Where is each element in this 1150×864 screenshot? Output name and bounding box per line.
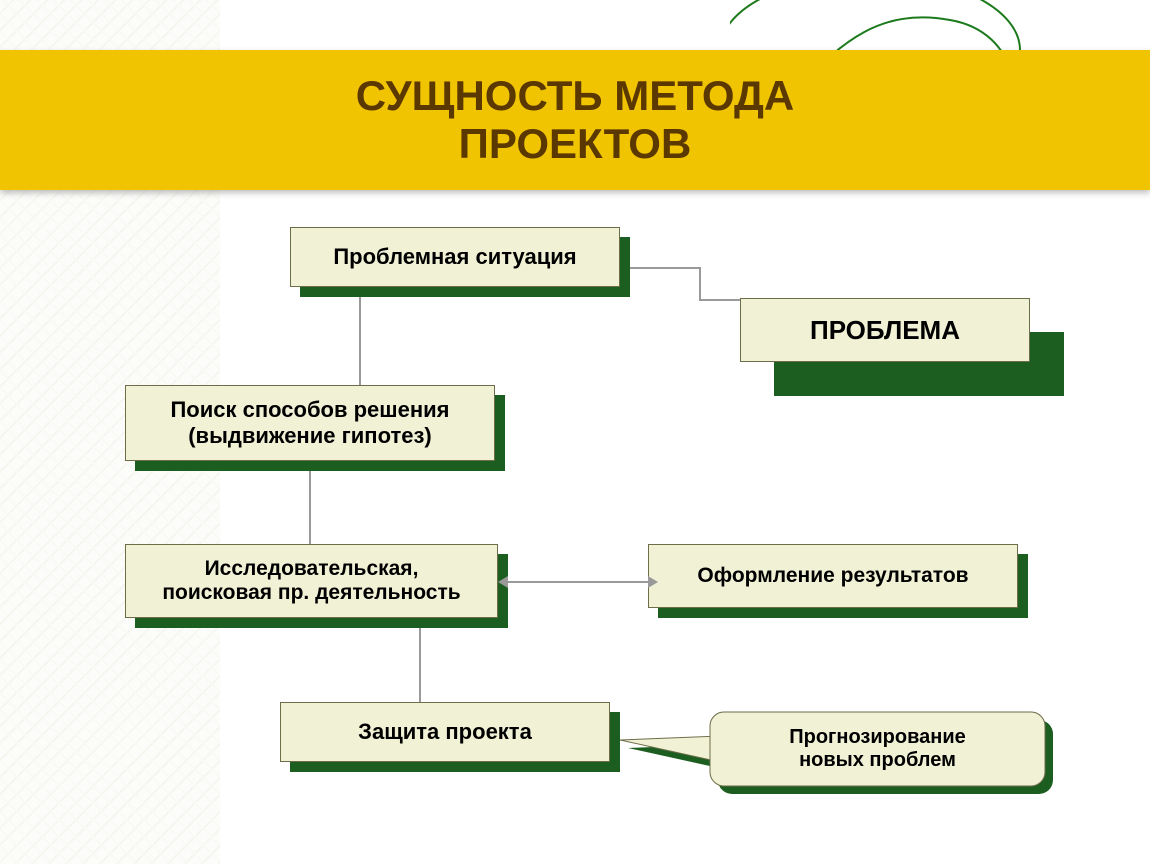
callout-label: Прогнозирование новых проблем — [710, 712, 1045, 786]
callout-line1: Прогнозирование — [789, 726, 966, 748]
callout-line2: новых проблем — [799, 749, 956, 771]
